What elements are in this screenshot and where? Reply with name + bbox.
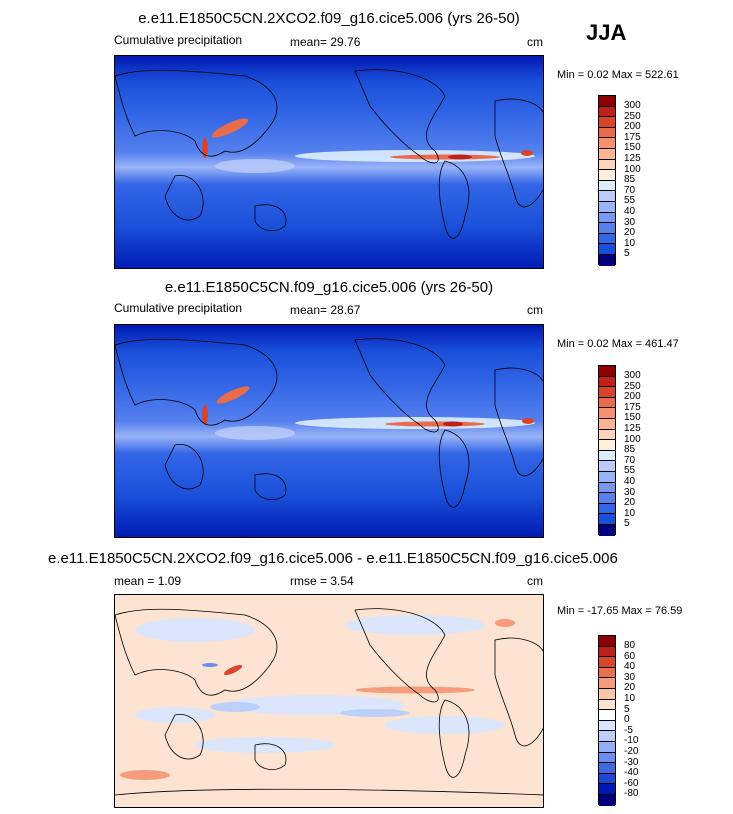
panel-2-tick: 200 xyxy=(624,391,641,403)
panel-2-tick: 150 xyxy=(624,412,641,424)
panel-1-tick: 300 xyxy=(624,100,641,111)
panel-1-map xyxy=(114,55,544,269)
panel-1-coastlines xyxy=(115,69,543,239)
panel-1-tick: 125 xyxy=(624,153,641,164)
panel-3-tick: 60 xyxy=(624,650,636,662)
panel-3-tick: 30 xyxy=(624,671,636,683)
panel-1-tick: 30 xyxy=(624,216,636,228)
panel-2-colorbar xyxy=(598,365,616,536)
panel-1-west-ghats xyxy=(202,138,208,158)
panel-2-maritime-band xyxy=(215,426,295,440)
panel-1-title: e.e11.E1850C5CN.2XCO2.f09_g16.cice5.006 … xyxy=(138,10,520,27)
panel-3-coastlines xyxy=(115,608,543,796)
panel-1-tick: 40 xyxy=(624,206,636,217)
panel-2-map-svg xyxy=(115,325,543,537)
panel-3-colorbar xyxy=(598,635,616,806)
panel-2-units: cm xyxy=(527,303,543,317)
panel-1-tick: 150 xyxy=(624,142,641,154)
panel-3-tick: 80 xyxy=(624,640,636,651)
panel-3-monsoon-increase xyxy=(223,664,243,676)
panel-2-title: e.e11.E1850C5CN.f09_g16.cice5.006 (yrs 2… xyxy=(164,279,494,296)
panel-3-units: cm xyxy=(527,574,543,588)
panel-3-tick: -20 xyxy=(624,746,639,757)
panel-2-tick: 85 xyxy=(624,444,636,456)
panel-3-map-svg xyxy=(115,595,543,807)
panel-1-tick: 55 xyxy=(624,195,636,207)
panel-3-tick: -80 xyxy=(624,788,639,800)
panel-1-tick: 20 xyxy=(624,227,636,239)
panel-1-tick: 200 xyxy=(624,121,641,133)
panel-2-tick: 20 xyxy=(624,497,636,509)
panel-3-rmse: rmse = 3.54 xyxy=(290,574,354,588)
panel-2-itcz-core xyxy=(385,421,485,427)
panel-1-maritime-band xyxy=(215,159,295,173)
panel-2-mean: mean= 28.67 xyxy=(290,303,361,317)
panel-1-units: cm xyxy=(527,35,543,49)
panel-3-tick: -60 xyxy=(624,777,639,789)
panel-3-monsoon-decrease xyxy=(202,663,218,667)
panel-2-tick: 40 xyxy=(624,476,636,487)
panel-2-coastlines xyxy=(115,338,543,508)
panel-2-tick: 10 xyxy=(624,507,636,519)
panel-2-map xyxy=(114,324,544,538)
panel-2-monsoon-core xyxy=(216,386,250,404)
panel-1-tick: 5 xyxy=(624,248,630,260)
season-label: JJA xyxy=(586,20,627,45)
panel-1-tick: 175 xyxy=(624,131,641,143)
panel-3-tick: 10 xyxy=(624,693,636,704)
panel-1-field-background xyxy=(115,56,543,268)
panel-2-itcz-max xyxy=(443,421,463,427)
panel-3-map xyxy=(114,594,544,808)
panel-1-tick: 85 xyxy=(624,174,636,186)
panel-1-tick: 70 xyxy=(624,184,636,196)
panel-3-negative-cores xyxy=(210,702,410,717)
panel-3-tick: -40 xyxy=(624,767,639,779)
panel-2-tick: 100 xyxy=(624,433,641,445)
panel-3-mean: mean = 1.09 xyxy=(114,574,182,588)
panel-3-tick: 20 xyxy=(624,682,636,694)
panel-3-tick: 40 xyxy=(624,661,636,673)
panel-2-west-ghats xyxy=(202,405,208,425)
panel-2-tick: 300 xyxy=(624,370,641,381)
panel-1-minmax: Min = 0.02 Max = 522.61 xyxy=(557,69,679,81)
panel-1-tick: 10 xyxy=(624,237,636,249)
panel-2-tick: 175 xyxy=(624,401,641,413)
panel-3-title: e.e11.E1850C5CN.2XCO2.f09_g16.cice5.006 … xyxy=(48,550,618,567)
panel-3-minmax: Min = -17.65 Max = 76.59 xyxy=(557,605,683,617)
panel-3-tick: -10 xyxy=(624,735,639,747)
panel-1-africa-core xyxy=(521,150,533,156)
panel-3-tick: 0 xyxy=(624,714,630,726)
panel-3-negative-patches xyxy=(135,615,505,753)
panel-1-itcz-max xyxy=(448,154,472,160)
panel-2-field-background xyxy=(115,325,543,537)
panel-2-tick: 70 xyxy=(624,454,636,466)
panel-3-tick: -5 xyxy=(624,724,633,736)
panel-2-tick: 30 xyxy=(624,486,636,498)
panel-1-itcz-core xyxy=(390,154,500,160)
panel-1-mean: mean= 29.76 xyxy=(290,35,361,49)
panel-2-minmax: Min = 0.02 Max = 461.47 xyxy=(557,338,679,350)
panel-1-colorbar xyxy=(598,95,616,266)
panel-1-tick: 100 xyxy=(624,163,641,175)
panel-1-monsoon-core xyxy=(211,118,249,138)
panel-1-map-svg xyxy=(115,56,543,268)
panel-2-africa-core xyxy=(522,418,534,424)
panel-2-tick: 125 xyxy=(624,423,641,434)
panel-2-tick: 5 xyxy=(624,518,630,530)
panel-1-tick: 250 xyxy=(624,110,641,122)
panel-3-positive-cores xyxy=(120,619,515,780)
panel-3-tick: -30 xyxy=(624,756,639,768)
panel-1-variable-label: Cumulative precipitation xyxy=(114,33,243,47)
panel-2-tick: 250 xyxy=(624,380,641,392)
panel-3-tick: 5 xyxy=(624,703,630,715)
panel-2-tick: 55 xyxy=(624,465,636,477)
panel-2-variable-label: Cumulative precipitation xyxy=(114,301,243,315)
